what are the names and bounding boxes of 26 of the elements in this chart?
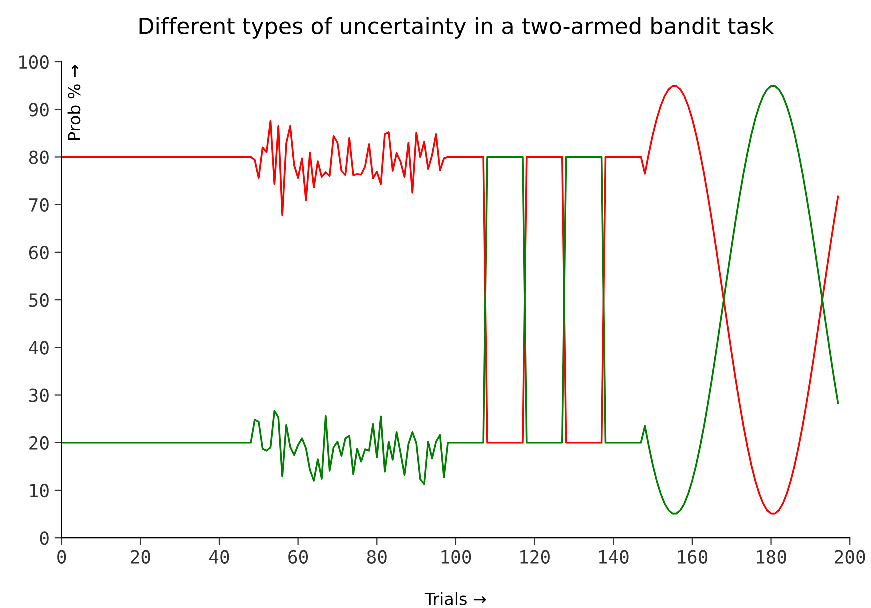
x-tick-label: 100 [442,550,472,564]
x-tick-label: 200 [835,550,866,564]
x-tick-label: 180 [757,550,786,564]
y-tick-label: 30 [30,388,49,402]
y-tick-label: 80 [29,150,49,164]
x-tick-label: 60 [288,550,308,564]
y-tick-label: 0 [40,532,49,546]
x-tick-label: 0 [58,550,66,564]
chart-title: Different types of uncertainty in a two-armed bandit task [140,17,774,39]
x-tick-label: 140 [599,550,629,564]
y-tick-label: 60 [29,246,49,260]
x-axis-title: Trials → [424,592,486,606]
y-tick-label: 100 [20,56,49,70]
x-tick-label: 160 [678,550,708,564]
y-axis-title: Prob % → [68,65,81,140]
x-tick-label: 80 [367,550,387,564]
x-tick-label: 120 [520,550,550,564]
y-tick-label: 10 [30,484,49,498]
y-tick-label: 50 [30,294,49,308]
y-tick-label: 70 [30,198,49,212]
x-tick-label: 20 [131,550,150,564]
y-tick-label: 20 [30,436,49,450]
y-tick-label: 90 [29,103,49,117]
line-series [62,85,840,515]
x-tick-label: 40 [210,550,230,564]
y-tick-label: 40 [29,341,49,355]
